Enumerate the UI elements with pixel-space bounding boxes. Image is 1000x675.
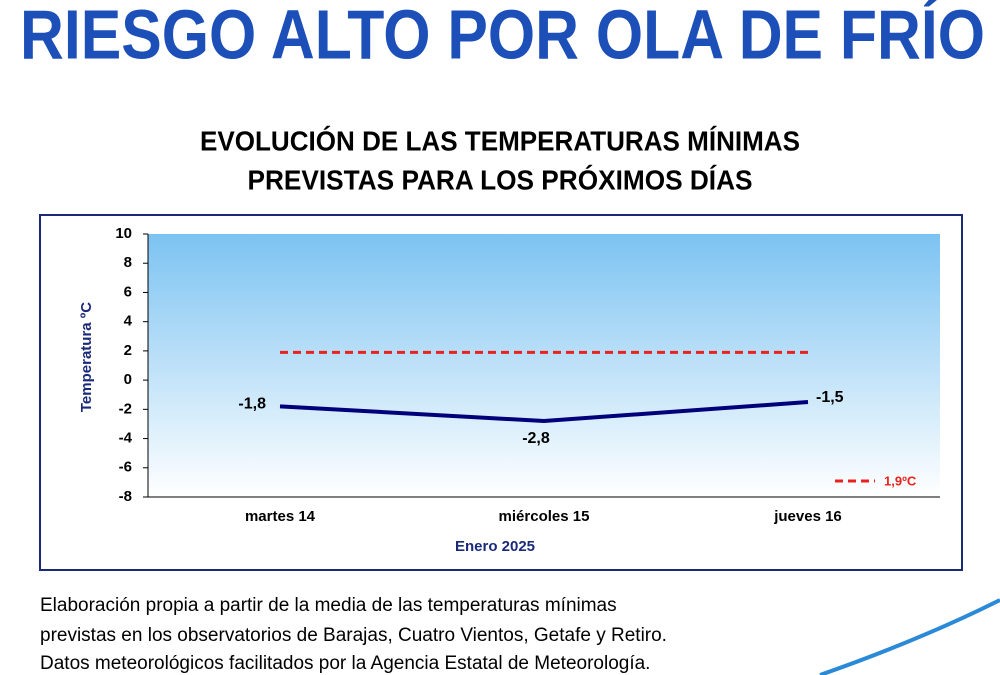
data-label: -1,5 bbox=[816, 389, 844, 406]
y-tick-label: -6 bbox=[119, 459, 132, 476]
footnote: Datos meteorológicos facilitados por la … bbox=[40, 653, 650, 674]
data-line bbox=[279, 400, 809, 424]
legend-label: 1,9ºC bbox=[884, 473, 917, 488]
x-tick-label: martes 14 bbox=[245, 508, 316, 525]
x-tick-label: jueves 16 bbox=[773, 508, 842, 525]
y-tick-label: 2 bbox=[124, 342, 132, 359]
y-tick-label: -2 bbox=[119, 400, 132, 417]
headline: RIESGO ALTO POR OLA DE FRÍO bbox=[20, 0, 985, 73]
x-tick-label: miércoles 15 bbox=[499, 508, 590, 525]
data-label: -2,8 bbox=[522, 430, 550, 447]
y-tick-label: 10 bbox=[115, 225, 132, 242]
data-label: -1,8 bbox=[238, 396, 266, 413]
y-tick-label: 6 bbox=[124, 283, 132, 300]
y-tick-label: 4 bbox=[124, 313, 133, 330]
y-tick-label: 0 bbox=[124, 371, 132, 388]
x-axis-label: Enero 2025 bbox=[455, 538, 535, 555]
y-tick-label: -4 bbox=[119, 430, 133, 447]
footnote: Elaboración propia a partir de la media … bbox=[40, 595, 617, 616]
y-tick-label: 8 bbox=[124, 254, 132, 271]
decor-swoosh bbox=[819, 598, 1000, 675]
chart-title: EVOLUCIÓN DE LAS TEMPERATURAS MÍNIMAS bbox=[200, 125, 800, 156]
chart-title: PREVISTAS PARA LOS PRÓXIMOS DÍAS bbox=[248, 164, 753, 195]
footnote: previstas en los observatorios de Baraja… bbox=[40, 625, 667, 646]
y-tick-label: -8 bbox=[119, 488, 132, 505]
plot-area bbox=[148, 234, 940, 497]
y-axis-label: Temperatura ºC bbox=[78, 302, 95, 412]
